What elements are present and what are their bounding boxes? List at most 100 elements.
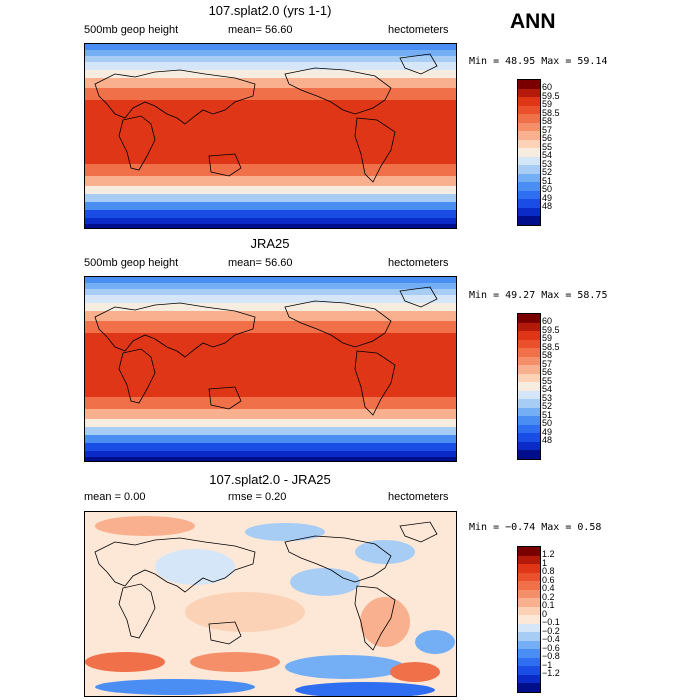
colorbar-swatch — [518, 606, 540, 616]
colorbar-tick-label: 57 — [542, 124, 553, 135]
field-band — [85, 435, 456, 443]
coastline — [284, 535, 392, 583]
colorbar-tick-label: 58 — [542, 116, 553, 127]
colorbar-swatch — [518, 399, 540, 408]
field-band — [85, 283, 456, 289]
colorbar-tick-label: 52 — [542, 401, 553, 412]
panel-2-units-label: hectometers — [388, 257, 449, 269]
field-anomaly — [185, 592, 305, 632]
colorbar-swatch — [518, 122, 540, 132]
field-0 — [85, 44, 456, 228]
coastline — [354, 117, 396, 183]
coastline — [354, 350, 396, 416]
colorbar-tick-label: 51 — [542, 175, 553, 186]
field-band — [85, 56, 456, 62]
field-band — [85, 427, 456, 435]
field-band — [85, 78, 456, 88]
field-anomaly — [285, 655, 405, 679]
colorbar-swatch — [518, 589, 540, 599]
field-anomaly — [245, 523, 325, 541]
field-anomaly — [95, 679, 255, 695]
field-band — [85, 210, 456, 218]
field-anomaly — [290, 568, 360, 596]
colorbar-tick-label: 51 — [542, 409, 553, 420]
colorbar-swatch — [518, 114, 540, 123]
colorbar-swatch — [518, 382, 540, 391]
colorbar-tick-label: 58.5 — [542, 107, 560, 118]
panel-1-title: 107.splat2.0 (yrs 1-1) — [208, 3, 332, 18]
colorbar-swatch — [518, 450, 540, 459]
coastline — [208, 386, 242, 410]
field-band — [85, 409, 456, 419]
colorbar-tick-label: 57 — [542, 358, 553, 369]
panel-3-units-label: hectometers — [388, 491, 449, 503]
coastline — [354, 585, 396, 651]
colorbar-swatch — [518, 97, 540, 106]
field-band — [85, 303, 456, 311]
field-band — [85, 88, 456, 100]
field-band — [85, 164, 456, 176]
field-band — [85, 443, 456, 451]
colorbar-tick-label: −1.2 — [542, 668, 560, 679]
colorbar-tick-label: 60 — [542, 316, 553, 327]
colorbar-swatch — [518, 207, 540, 217]
colorbar-tick-label: 1 — [542, 557, 548, 568]
coastline — [118, 115, 156, 171]
colorbar-swatch — [518, 572, 540, 582]
field-anomaly — [85, 652, 165, 672]
colorbar-tick-label: 54 — [542, 150, 553, 161]
panel-3-colorbar — [517, 546, 541, 693]
coastline — [399, 521, 438, 543]
colorbar-swatch — [518, 373, 540, 383]
colorbar-swatch — [518, 623, 540, 633]
panel-3-map — [84, 511, 457, 697]
colorbar-tick-label: 58.5 — [542, 341, 560, 352]
colorbar-tick-label: 54 — [542, 384, 553, 395]
panel-2-minmax: Min = 49.27 Max = 58.75 — [469, 290, 608, 301]
colorbar-tick-label: 60 — [542, 82, 553, 93]
colorbar-tick-label: 58 — [542, 350, 553, 361]
colorbar-swatch — [518, 407, 540, 417]
colorbar-swatch — [518, 598, 540, 607]
colorbar-tick-label: −0.6 — [542, 642, 560, 653]
field-band — [85, 419, 456, 427]
panel-3-minmax: Min = −0.74 Max = 0.58 — [469, 522, 602, 533]
field-1 — [85, 277, 456, 461]
colorbar-swatch — [518, 105, 540, 115]
colorbar-swatch — [518, 190, 540, 200]
colorbar-swatch — [518, 649, 540, 658]
field-anomaly — [415, 630, 455, 654]
colorbar-swatch — [518, 173, 540, 183]
colorbar-swatch — [518, 581, 540, 590]
colorbar-tick-label: −1 — [542, 659, 553, 670]
colorbar-swatch — [518, 555, 540, 565]
colorbar-tick-label: 48 — [542, 435, 553, 446]
panel-1-minmax: Min = 48.95 Max = 59.14 — [469, 56, 608, 67]
colorbar-swatch — [518, 547, 540, 556]
coastline — [208, 621, 242, 645]
colorbar-swatch — [518, 666, 540, 675]
field-anomaly — [390, 662, 440, 682]
panel-3-mean-label: mean = 0.00 — [84, 491, 146, 503]
colorbar-tick-label: 50 — [542, 418, 553, 429]
panel-2-left-label: 500mb geop height — [84, 257, 179, 269]
colorbar-swatch — [518, 80, 540, 89]
colorbar-swatch — [518, 322, 540, 332]
colorbar-swatch — [518, 348, 540, 357]
field-band — [85, 289, 456, 295]
colorbar-swatch — [518, 416, 540, 425]
colorbar-swatch — [518, 356, 540, 366]
panel-2-colorbar — [517, 313, 541, 460]
panel-2-mean-label: mean= 56.60 — [228, 257, 293, 269]
field-anomaly — [355, 540, 415, 564]
field-band — [85, 321, 456, 333]
panel-3-rmse-label: rmse = 0.20 — [228, 491, 287, 503]
colorbar-swatch — [518, 88, 540, 98]
colorbar-tick-label: 50 — [542, 184, 553, 195]
colorbar-tick-label: 0.4 — [542, 583, 555, 594]
colorbar-tick-label: 0.6 — [542, 574, 555, 585]
colorbar-tick-label: −0.1 — [542, 617, 560, 628]
colorbar-tick-label: 0 — [542, 608, 548, 619]
panel-1-map — [84, 43, 457, 229]
panel-2-map — [84, 276, 457, 462]
